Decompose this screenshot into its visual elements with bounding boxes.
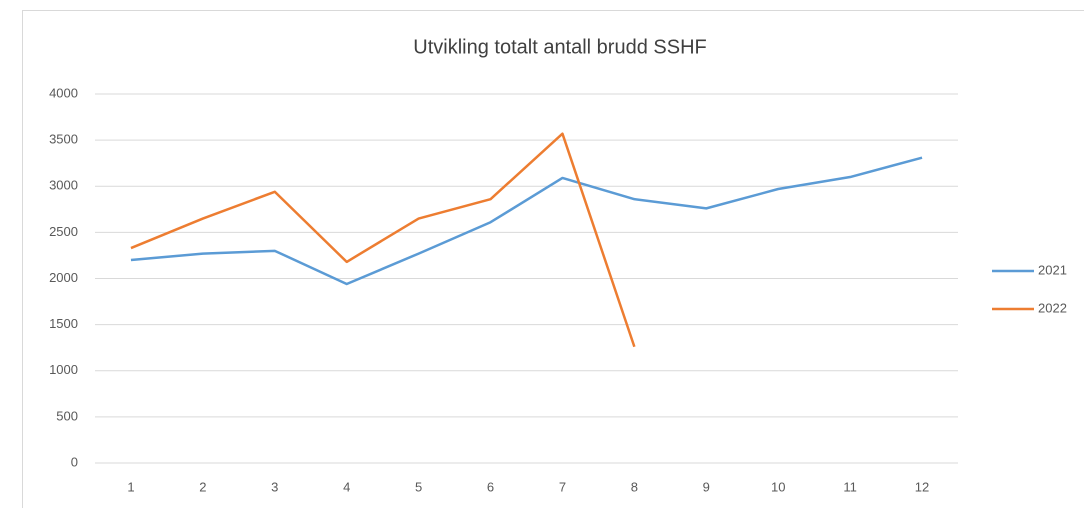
x-tick-label: 8 [631, 479, 638, 494]
x-tick-label: 9 [703, 479, 710, 494]
x-tick-label: 4 [343, 479, 350, 494]
x-tick-label: 11 [843, 479, 857, 494]
x-tick-label: 10 [771, 479, 785, 494]
y-tick-label: 500 [56, 408, 78, 423]
chart-title: Utvikling totalt antall brudd SSHF [413, 36, 706, 58]
x-tick-label: 3 [271, 479, 278, 494]
x-tick-label: 2 [199, 479, 206, 494]
x-tick-label: 7 [559, 479, 566, 494]
y-tick-label: 2500 [49, 224, 78, 239]
y-tick-label: 2000 [49, 270, 78, 285]
x-tick-label: 5 [415, 479, 422, 494]
y-tick-label: 1500 [49, 316, 78, 331]
y-tick-label: 4000 [49, 85, 78, 100]
legend-label: 2021 [1038, 262, 1067, 277]
x-tick-label: 6 [487, 479, 494, 494]
y-tick-label: 0 [71, 454, 78, 469]
y-tick-label: 3500 [49, 132, 78, 147]
y-tick-label: 1000 [49, 362, 78, 377]
legend-label: 2022 [1038, 300, 1067, 315]
x-tick-label: 12 [915, 479, 929, 494]
series-line [130, 156, 923, 286]
y-tick-label: 3000 [49, 178, 78, 193]
series-line [130, 132, 636, 348]
chart-frame [22, 10, 1084, 508]
x-tick-label: 1 [127, 479, 134, 494]
